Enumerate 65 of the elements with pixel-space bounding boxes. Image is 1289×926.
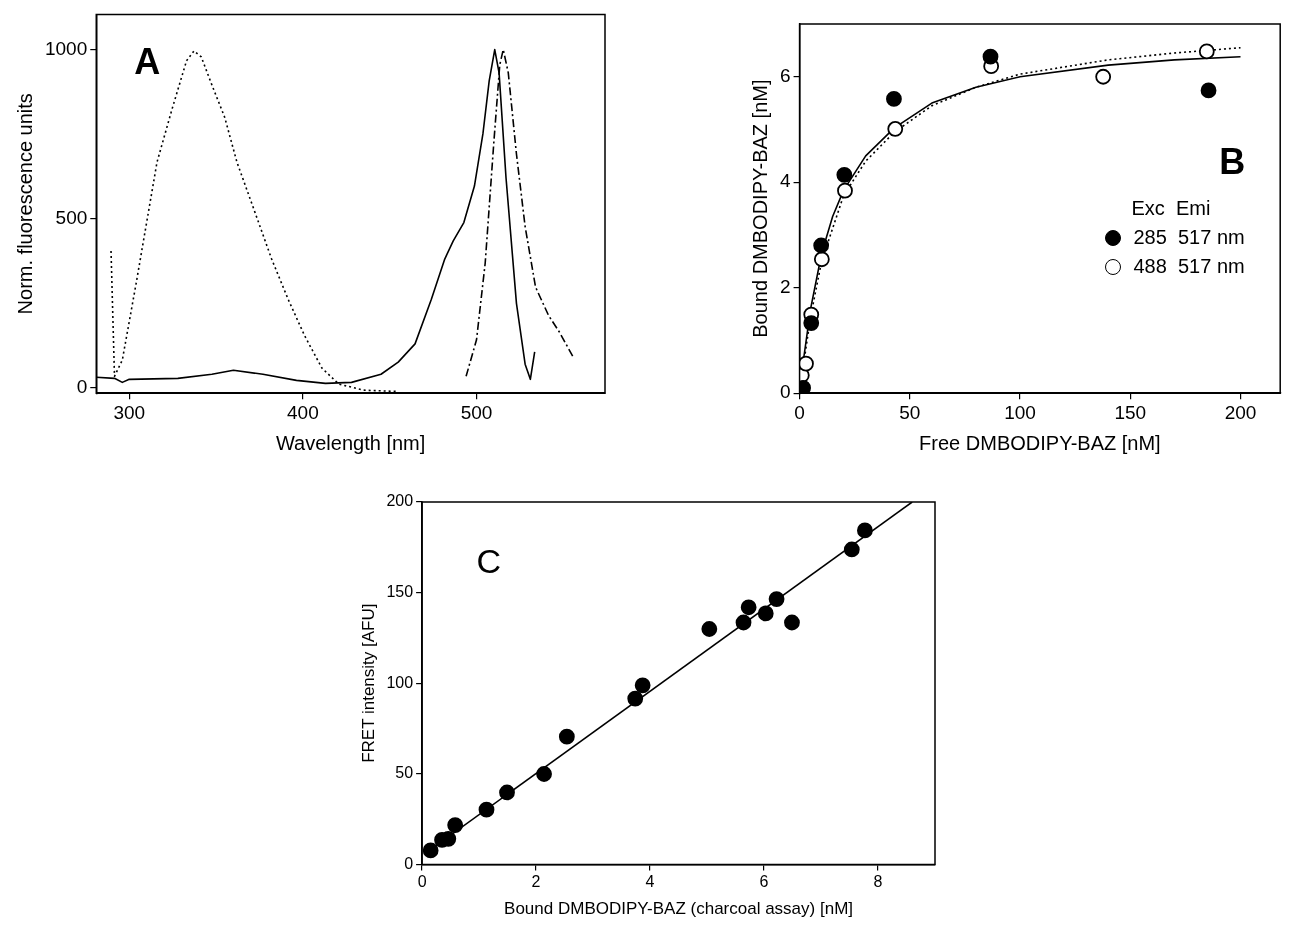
y-tick-label: 1000 [44,37,88,59]
point [886,91,902,107]
point [843,541,860,558]
point [634,677,651,694]
x-tick-label: 300 [113,401,146,423]
x-tick-label: 100 [1004,401,1036,423]
x-tick-label: 0 [794,401,805,423]
point [499,784,515,801]
y-tick-label: 100 [386,673,414,691]
legend-label: 285 517 nm [1133,226,1245,250]
y-axis-title: FRET intensity [AFU] [358,603,378,763]
point [627,690,644,707]
y-tick-label: 2 [779,275,791,297]
point [757,605,774,622]
point [478,801,495,818]
x-tick-label: 6 [759,873,769,891]
x-tick-label: 200 [1224,401,1257,423]
point [837,182,853,199]
annotation: A [134,40,161,82]
x-axis-title: Bound DMBODIPY-BAZ (charcoal assay) [nM] [504,899,854,919]
point [803,315,820,331]
point [536,766,552,782]
x-tick-label: 0 [417,873,427,891]
point [1095,68,1112,85]
point [1200,82,1217,99]
x-tick-label: 50 [899,401,921,423]
legend-label: 488 517 nm [1133,255,1245,279]
y-tick-label: 500 [55,206,88,228]
x-tick-label: 2 [531,873,541,891]
point [740,599,757,616]
point [1198,43,1215,60]
point [447,817,464,833]
x-axis-title: Wavelength [nm] [275,431,426,454]
point [558,728,575,745]
annotation: B [1219,141,1246,183]
y-tick-label: 0 [404,854,414,872]
annotation: C [476,541,502,580]
y-tick-label: 0 [76,375,88,397]
point [735,614,752,631]
point [701,621,718,637]
y-tick-label: 200 [386,492,414,510]
point [422,842,439,859]
x-axis-title: Free DMBODIPY-BAZ [nM] [919,431,1161,454]
point [982,48,999,65]
point [813,251,830,268]
point [768,591,785,608]
y-tick-label: 0 [779,381,791,403]
point [887,121,904,137]
x-tick-label: 400 [287,401,319,423]
x-tick-label: 8 [873,873,883,891]
y-tick-label: 50 [395,764,414,782]
point [857,522,873,539]
y-axis-title: Bound DMBODIPY-BAZ [nM] [748,79,771,338]
y-axis-title: Norm. fluorescence units [13,93,36,315]
legend-title: Exc Emi [1131,197,1212,221]
x-tick-label: 500 [460,401,493,423]
y-tick-label: 6 [779,64,791,86]
point [799,355,814,372]
point [836,166,853,183]
x-tick-label: 4 [645,873,655,891]
y-tick-label: 150 [386,583,414,601]
point [784,614,800,631]
x-tick-label: 150 [1114,401,1147,423]
point [813,237,830,254]
y-tick-label: 4 [779,170,791,192]
